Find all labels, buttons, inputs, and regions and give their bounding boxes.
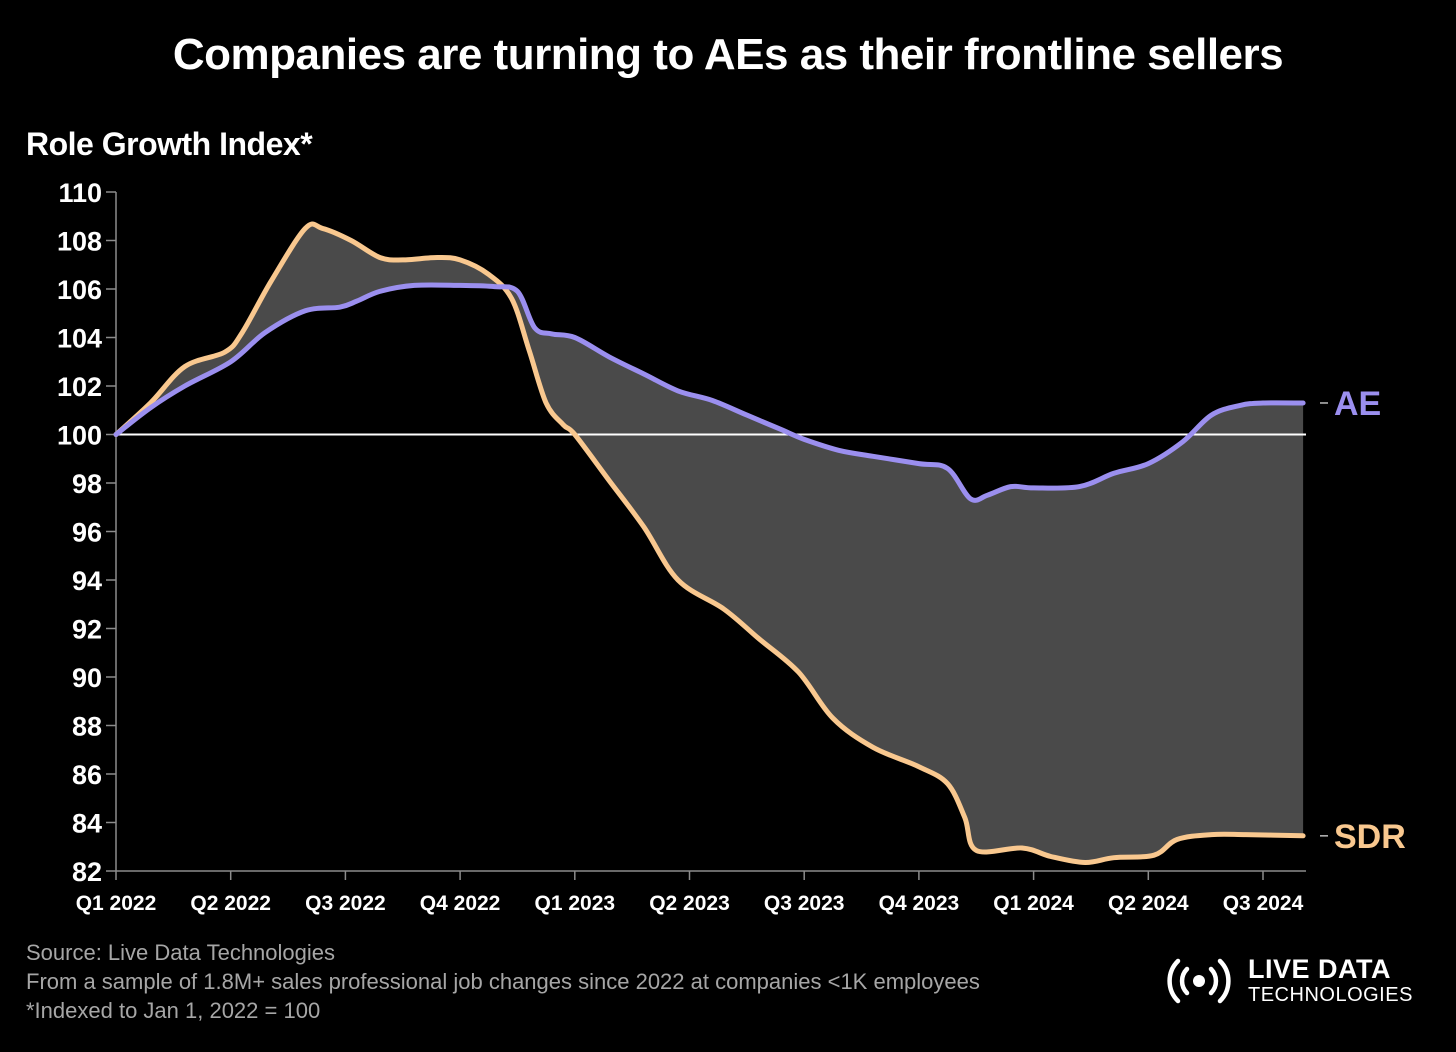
y-axis-label: Role Growth Index*: [26, 126, 313, 162]
sdr-line: [113, 221, 1306, 866]
y-tick-label: 110: [58, 178, 102, 208]
x-tick-label: Q2 2023: [649, 892, 730, 915]
y-tick-label: 86: [72, 760, 102, 790]
x-tick-label: Q2 2022: [190, 892, 271, 915]
x-tick-label: Q3 2023: [764, 892, 845, 915]
y-tick-label: 104: [57, 324, 102, 354]
y-tick-label: 90: [72, 663, 102, 693]
company-logo: LIVE DATA TECHNOLOGIES: [1166, 954, 1436, 1010]
y-tick-label: 100: [57, 421, 102, 451]
x-tick-label: Q3 2022: [305, 892, 386, 915]
y-tick-label: 106: [57, 275, 102, 305]
chart-footer: Source: Live Data Technologies From a sa…: [26, 938, 980, 1025]
y-tick-label: 94: [72, 566, 102, 596]
index-note: *Indexed to Jan 1, 2022 = 100: [26, 998, 321, 1023]
x-tick-label: Q1 2024: [993, 892, 1074, 915]
ae-label: AE: [1334, 385, 1381, 423]
x-tick-label: Q2 2024: [1108, 892, 1189, 915]
y-tick-label: 88: [72, 712, 102, 742]
chart-title: Companies are turning to AEs as their fr…: [172, 30, 1284, 79]
y-tick-label: 108: [57, 227, 102, 257]
ae-line: [113, 282, 1306, 503]
sample-note: From a sample of 1.8M+ sales professiona…: [26, 969, 980, 994]
gap-area: [116, 223, 1304, 863]
x-tick-label: Q4 2022: [420, 892, 501, 915]
y-tick-label: 96: [72, 518, 102, 548]
x-tick-label: Q3 2024: [1223, 892, 1304, 915]
y-tick-label: 82: [72, 857, 102, 887]
source-note: Source: Live Data Technologies: [26, 940, 336, 965]
x-tick-label: Q1 2023: [535, 892, 616, 915]
y-tick-label: 98: [72, 469, 102, 499]
x-tick-label: Q4 2023: [879, 892, 960, 915]
y-tick-label: 102: [57, 372, 102, 402]
broadcast-signal-icon: [1167, 958, 1231, 1004]
sdr-label: SDR: [1334, 818, 1406, 856]
x-tick-label: Q1 2022: [76, 892, 157, 915]
logo-text-primary: LIVE DATA: [1248, 954, 1391, 984]
y-tick-label: 84: [72, 809, 102, 839]
logo-text-secondary: TECHNOLOGIES: [1248, 984, 1413, 1006]
y-tick-label: 92: [72, 615, 102, 645]
